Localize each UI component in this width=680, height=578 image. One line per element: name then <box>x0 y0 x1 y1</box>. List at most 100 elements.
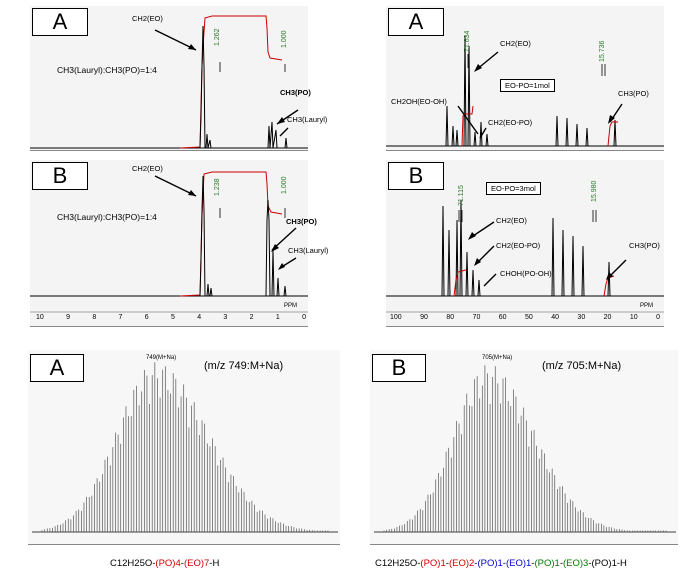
tick-label: 100 <box>390 314 402 321</box>
panel-tag: A <box>32 8 88 36</box>
tick-label: 90 <box>420 314 428 321</box>
peak-label: CH3(Lauryl) <box>287 115 328 124</box>
axis-unit: PPM <box>284 303 298 309</box>
ms-a-plot <box>32 362 338 533</box>
formula-po: (PO)4 <box>155 558 181 569</box>
peak-po <box>267 121 278 149</box>
ratio-text: CH3(Lauryl):CH3(PO)=1:4 <box>57 212 157 222</box>
ppm-axis-ticks: 10 9 8 7 6 5 4 3 2 1 0 <box>36 314 306 321</box>
integral-curve <box>453 269 467 297</box>
panel-tag: B <box>372 354 426 382</box>
integral-value: 1.000 <box>281 176 288 194</box>
tick-label: 0 <box>302 314 306 321</box>
pointer-arrow <box>279 127 289 137</box>
axis-unit: PPM <box>640 303 654 309</box>
panel-tag: A <box>30 354 84 382</box>
mz-note: (m/z 705:M+Na) <box>542 360 622 372</box>
arrowhead <box>606 272 613 280</box>
peak-label: CH2(EO-PO) <box>488 118 533 127</box>
ms-b-panel: B (m/z 705:M+Na) 705(M+Na) <box>370 350 678 545</box>
pointer-arrow <box>154 29 197 51</box>
formula-eo: (EO)1 <box>505 558 532 569</box>
peak-label: CH2(EO) <box>500 39 531 48</box>
peak-lauryl <box>284 137 288 149</box>
nmr-1h-b-plot <box>30 171 308 313</box>
formula-prefix: C12H25O- <box>110 558 156 569</box>
integral-value: 15.736 <box>599 40 606 62</box>
formula-po: (PO)1 <box>534 558 560 569</box>
ratio-text: CH3(Lauryl):CH3(PO)=1:4 <box>57 65 157 75</box>
tick-label: 6 <box>144 314 149 321</box>
tick-label: 9 <box>66 314 71 321</box>
integral-value: 71.115 <box>458 185 465 206</box>
nmr-1h-a-panel: A CH2(EO) CH3(Lauryl):CH3(PO)=1:4 1.262 … <box>30 6 327 151</box>
integral-value: 1.262 <box>214 28 221 46</box>
nmr-1h-a-plot <box>30 15 308 149</box>
arrowhead <box>278 263 285 270</box>
pointer-arrow <box>457 105 479 135</box>
nmr-13c-b-plot <box>386 199 664 313</box>
condition-box: EO-PO=1mol <box>500 79 555 92</box>
pointer-arrow <box>483 273 497 287</box>
formula-sep: - <box>559 558 563 569</box>
formula-b: C12H25O-(PO)1-(EO)2-(PO)1-(EO)1-(PO)1-(E… <box>375 558 627 569</box>
tick-label: 7 <box>118 314 123 321</box>
peak-eo-side <box>205 133 212 149</box>
tick-label: 40 <box>551 314 559 321</box>
peak-label: CH3(PO) <box>618 89 649 98</box>
formula-a: C12H25O-(PO)4-(EO)7-H <box>110 558 219 569</box>
peak-label: CH2(EO) <box>132 164 163 173</box>
peak-label: 705(M+Na) <box>482 355 513 361</box>
pointer-arrow <box>479 127 487 139</box>
peak-label: CH3(PO) <box>280 88 311 97</box>
formula-prefix: C12H25O- <box>375 558 421 569</box>
arrowhead <box>188 190 196 196</box>
integral-curve <box>179 15 283 149</box>
peak-label: CH2(EO) <box>132 14 163 23</box>
tick-label: 80 <box>446 314 455 321</box>
spectrum-peaks <box>445 35 617 147</box>
formula-sep: - <box>588 558 592 569</box>
formula-po: (PO)1 <box>477 558 503 569</box>
formula-eo: (EO)2 <box>448 558 475 569</box>
mz-note: (m/z 749:M+Na) <box>204 360 284 372</box>
panel-tag: A <box>388 8 444 36</box>
tick-label: 10 <box>36 314 44 321</box>
peak-label: CH3(Lauryl) <box>288 246 329 255</box>
integral-value: 71.634 <box>464 30 471 52</box>
peak-label: CH2OH(EO-OH) <box>391 97 447 106</box>
tick-label: 0 <box>656 314 660 321</box>
formula-eo: (EO)7 <box>183 558 210 569</box>
peak-label: CH2(EO) <box>496 216 527 225</box>
spectrum-peaks <box>441 199 611 297</box>
panel-tag: B <box>388 162 444 190</box>
tick-label: 70 <box>472 314 481 321</box>
nmr-13c-a-panel: A 71.634 15.736 CH2(EO) EO-PO=1mol CH2OH… <box>386 6 664 151</box>
ms-b-plot <box>374 365 676 533</box>
peak-label: CHOH(PO-OH) <box>500 269 552 278</box>
integral-value: 1.000 <box>281 30 288 48</box>
formula-sep: - <box>445 558 449 569</box>
integral-value: 15.980 <box>591 180 598 202</box>
formula-sep: - <box>474 558 478 569</box>
arrowhead <box>474 258 481 266</box>
formula-sep: - <box>502 558 506 569</box>
formula-eo: (EO)3 <box>563 558 589 569</box>
ms-a-panel: A (m/z 749:M+Na) 749(M+Na) <box>28 350 340 545</box>
tick-label: 3 <box>223 314 228 321</box>
formula-sep: - <box>531 558 535 569</box>
formula-po: (PO)1 <box>420 558 446 569</box>
tick-label: 60 <box>498 314 507 321</box>
arrowhead <box>271 244 279 252</box>
pointer-arrow <box>154 175 197 197</box>
tick-label: 50 <box>524 314 533 321</box>
peak-label: CH3(PO) <box>286 217 317 226</box>
arrowhead <box>188 44 196 50</box>
tick-label: 20 <box>603 314 612 321</box>
ppm-axis-ticks: 100 90 80 70 60 50 40 30 20 10 0 <box>390 314 660 321</box>
peak-eo <box>199 175 213 297</box>
peak-label: CH2(EO-PO) <box>496 241 541 250</box>
tick-label: 1 <box>275 314 280 321</box>
integral-curve <box>607 121 618 147</box>
condition-box: EO-PO=3mol <box>486 182 541 195</box>
